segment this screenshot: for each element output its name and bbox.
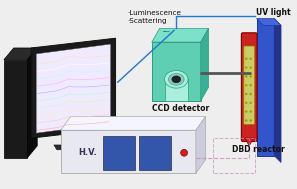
Polygon shape bbox=[31, 38, 116, 138]
Polygon shape bbox=[196, 117, 206, 173]
Polygon shape bbox=[65, 138, 77, 148]
Circle shape bbox=[245, 110, 247, 113]
Polygon shape bbox=[27, 48, 37, 158]
Polygon shape bbox=[139, 136, 171, 170]
Ellipse shape bbox=[165, 70, 188, 88]
Polygon shape bbox=[36, 44, 111, 133]
Text: UV light: UV light bbox=[256, 8, 290, 17]
Polygon shape bbox=[61, 130, 196, 173]
Text: ·Scattering: ·Scattering bbox=[127, 18, 167, 24]
Text: DBD reactor: DBD reactor bbox=[232, 145, 285, 154]
Text: CCD detector: CCD detector bbox=[152, 104, 209, 113]
Text: ·Luminescence: ·Luminescence bbox=[127, 10, 181, 16]
Circle shape bbox=[181, 149, 187, 156]
FancyBboxPatch shape bbox=[241, 33, 257, 142]
Circle shape bbox=[249, 66, 252, 69]
Polygon shape bbox=[54, 145, 87, 150]
Polygon shape bbox=[103, 136, 135, 170]
Polygon shape bbox=[257, 19, 274, 156]
Circle shape bbox=[249, 58, 252, 60]
Polygon shape bbox=[245, 138, 254, 146]
Circle shape bbox=[245, 84, 247, 86]
Polygon shape bbox=[274, 19, 281, 163]
Ellipse shape bbox=[168, 74, 184, 85]
Circle shape bbox=[249, 110, 252, 113]
Circle shape bbox=[245, 66, 247, 69]
Circle shape bbox=[249, 93, 252, 95]
Polygon shape bbox=[61, 117, 206, 130]
Polygon shape bbox=[165, 79, 188, 101]
Polygon shape bbox=[201, 28, 208, 101]
Circle shape bbox=[249, 102, 252, 104]
Circle shape bbox=[249, 84, 252, 86]
Circle shape bbox=[245, 58, 247, 60]
Circle shape bbox=[245, 93, 247, 95]
Circle shape bbox=[245, 102, 247, 104]
Polygon shape bbox=[152, 28, 208, 42]
Ellipse shape bbox=[172, 76, 181, 83]
Polygon shape bbox=[152, 42, 201, 101]
Text: H.V.: H.V. bbox=[78, 148, 97, 157]
FancyBboxPatch shape bbox=[244, 46, 255, 124]
Polygon shape bbox=[4, 60, 27, 158]
Text: ───: ─── bbox=[162, 30, 169, 34]
Polygon shape bbox=[257, 19, 281, 26]
Circle shape bbox=[249, 119, 252, 122]
Polygon shape bbox=[4, 48, 37, 60]
Circle shape bbox=[245, 119, 247, 122]
Circle shape bbox=[249, 75, 252, 77]
Circle shape bbox=[245, 69, 254, 78]
Circle shape bbox=[245, 75, 247, 77]
